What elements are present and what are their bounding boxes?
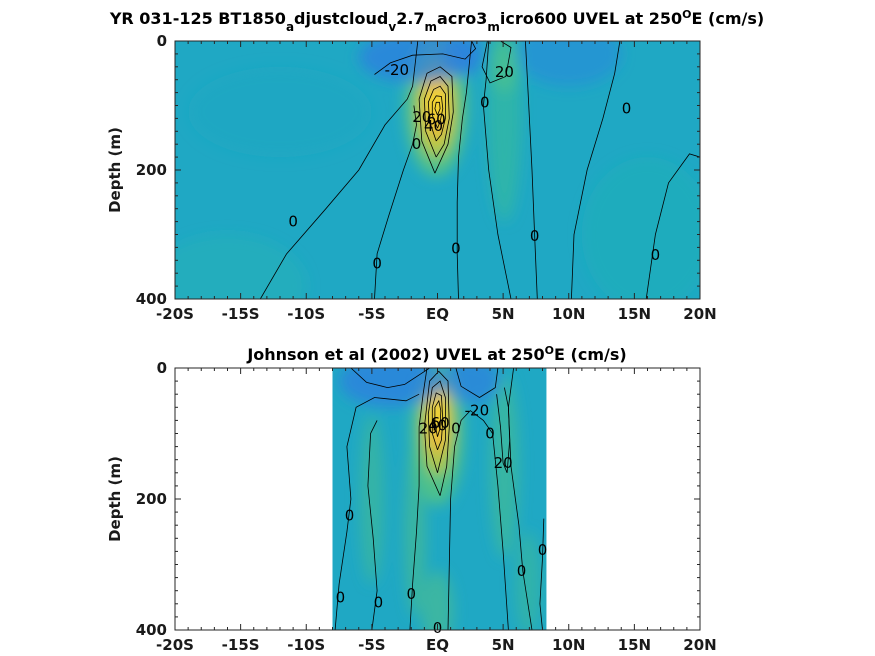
x-tick-label: -15S xyxy=(222,636,260,654)
x-tick-label: -5S xyxy=(358,305,385,323)
shading-region xyxy=(404,446,426,617)
contour-line xyxy=(434,101,441,116)
contour-line xyxy=(431,392,444,451)
contour-line xyxy=(481,41,512,84)
y-axis-label: Depth (m) xyxy=(106,456,124,542)
shading-region xyxy=(442,41,485,77)
chart-title: YR 031-125 BT1850adjustcloudv2.7macro3mi… xyxy=(109,8,764,35)
contour-label: 20 xyxy=(495,63,514,81)
contour-label: 20 xyxy=(412,108,431,126)
x-tick-label: -5S xyxy=(358,636,385,654)
contour-line xyxy=(409,368,428,630)
contour-line xyxy=(374,105,417,299)
contour-line xyxy=(571,41,621,299)
contour-label: 0 xyxy=(451,419,461,437)
contour-line xyxy=(525,41,538,299)
x-tick-label: -15S xyxy=(222,305,260,323)
y-tick-label: 400 xyxy=(136,621,167,639)
shading-region xyxy=(430,395,445,435)
contour-line xyxy=(482,41,512,299)
contour-line xyxy=(645,153,700,299)
contour-label: 40 xyxy=(428,417,447,435)
contour-label: 60 xyxy=(427,111,446,129)
contour-field xyxy=(332,368,547,630)
shading-region xyxy=(188,66,372,158)
contour-line xyxy=(431,95,444,129)
shading-region xyxy=(487,41,522,222)
contour-label: 40 xyxy=(424,117,443,135)
x-tick-label: 10N xyxy=(552,305,585,323)
contour-label: 0 xyxy=(336,588,346,606)
x-tick-label: 15N xyxy=(618,636,651,654)
x-tick-label: EQ xyxy=(426,305,449,323)
contour-line xyxy=(418,66,454,174)
contour-label: 0 xyxy=(530,227,540,245)
shading-region xyxy=(360,413,384,585)
contour-line xyxy=(447,410,493,630)
contour-line xyxy=(350,368,430,389)
shading-region xyxy=(421,571,454,630)
x-tick-label: -10S xyxy=(287,305,325,323)
x-tick-label: 15N xyxy=(618,305,651,323)
y-tick-label: 0 xyxy=(157,359,167,377)
contour-line xyxy=(427,380,446,473)
contour-line xyxy=(434,399,442,437)
chart-title: Johnson et al (2002) UVEL at 250OE (cm/s… xyxy=(246,344,626,365)
contour-label: 0 xyxy=(412,135,422,153)
contour-line xyxy=(334,393,420,630)
x-tick-label: 20N xyxy=(683,305,716,323)
shading-region xyxy=(442,368,501,405)
x-tick-label: 10N xyxy=(552,636,585,654)
contour-label: -20 xyxy=(385,61,410,79)
contour-line xyxy=(423,370,450,496)
contour-label: 0 xyxy=(451,240,461,258)
contour-line xyxy=(456,41,472,299)
contour-field xyxy=(175,41,700,299)
shading-region xyxy=(516,41,622,87)
contour-label: 0 xyxy=(517,562,527,580)
x-tick-label: 5N xyxy=(492,636,515,654)
contour-label: 0 xyxy=(372,255,382,273)
shading-region xyxy=(581,157,700,299)
contour-label: 0 xyxy=(288,213,298,231)
contour-line xyxy=(259,41,419,299)
contour-line xyxy=(367,420,378,630)
x-tick-label: -20S xyxy=(156,636,194,654)
contour-line xyxy=(496,387,511,473)
contour-label: 0 xyxy=(622,100,632,118)
contour-label: 0 xyxy=(538,541,548,559)
contour-line xyxy=(539,518,545,630)
x-tick-label: 5N xyxy=(492,305,515,323)
x-tick-label: EQ xyxy=(426,636,449,654)
contour-label: 20 xyxy=(494,454,513,472)
contour-label: 0 xyxy=(406,585,416,603)
x-tick-label: -20S xyxy=(156,305,194,323)
contour-label: 20 xyxy=(419,419,438,437)
contour-line xyxy=(455,368,499,398)
contour-line xyxy=(427,85,446,142)
contour-label: 0 xyxy=(345,506,355,524)
y-axis-label: Depth (m) xyxy=(106,127,124,213)
contour-line xyxy=(507,368,533,630)
contour-line xyxy=(492,433,509,630)
y-tick-label: 200 xyxy=(136,161,167,179)
contour-line xyxy=(423,76,450,158)
contour-line xyxy=(374,41,477,75)
contour-label: -20 xyxy=(465,402,490,420)
shading-region xyxy=(339,368,445,408)
x-tick-label: 20N xyxy=(683,636,716,654)
y-tick-label: 400 xyxy=(136,290,167,308)
x-tick-label: -10S xyxy=(287,636,325,654)
contour-label: 60 xyxy=(431,414,450,432)
shading-region xyxy=(175,234,307,299)
contour-label: 0 xyxy=(651,246,661,264)
contour-label: 0 xyxy=(485,425,495,443)
contour-label: 0 xyxy=(480,93,490,111)
y-tick-label: 0 xyxy=(157,32,167,50)
contour-label: 0 xyxy=(374,593,384,611)
y-tick-label: 200 xyxy=(136,490,167,508)
